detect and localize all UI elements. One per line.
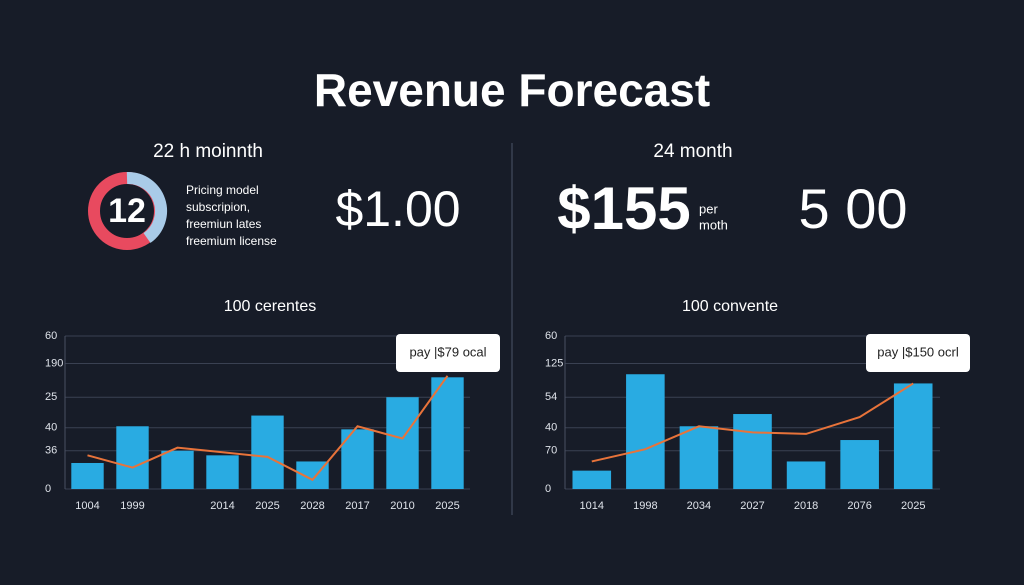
x-tick-label: 2076 — [847, 500, 871, 512]
bar — [206, 455, 239, 489]
y-tick-label: 40 — [45, 422, 57, 434]
bar — [116, 426, 149, 489]
bar — [386, 397, 419, 489]
y-tick-label: 60 — [45, 330, 57, 342]
note: subscripion, — [186, 200, 250, 214]
x-tick-label: 2017 — [345, 500, 369, 512]
y-tick-label: 0 — [545, 483, 551, 495]
bar — [572, 470, 612, 489]
callout-box — [866, 334, 970, 372]
y-tick-label: 40 — [545, 422, 557, 434]
line — [591, 382, 914, 463]
bar — [71, 462, 104, 489]
bar — [733, 414, 772, 489]
panel-label: 24 month — [653, 141, 732, 162]
x-tick-label: 2025 — [435, 500, 459, 512]
note: Pricing model — [186, 183, 259, 197]
y-tick-label: 54 — [545, 391, 557, 403]
bar — [786, 461, 826, 489]
x-tick-label: 2018 — [794, 500, 818, 512]
y-tick-label: 25 — [45, 391, 57, 403]
x-tick-label: 1999 — [120, 500, 144, 512]
x-tick-label: 2034 — [687, 500, 711, 512]
y-tick-label: 70 — [545, 445, 557, 457]
callout-box — [396, 334, 500, 372]
note: freemium license — [186, 234, 277, 248]
bar — [626, 374, 665, 489]
y-tick-label: 190 — [45, 357, 63, 369]
chart-subtitle: 100 convente — [682, 298, 778, 315]
y-tick-label: 60 — [545, 330, 557, 342]
unit: per — [699, 201, 718, 216]
y-tick-label: 36 — [45, 445, 57, 457]
callout-text: pay |$79 ocal — [409, 344, 486, 359]
bar — [840, 440, 879, 489]
x-tick-label: 1998 — [633, 500, 657, 512]
x-tick-label: 2025 — [901, 500, 925, 512]
y-tick-label: 0 — [45, 483, 51, 495]
x-tick-label: 2014 — [210, 500, 234, 512]
donut-label: 12 — [108, 192, 146, 230]
bar — [161, 450, 194, 489]
amount: $155 — [557, 175, 690, 242]
callout-text: pay |$150 ocrl — [877, 344, 959, 359]
x-tick-label: 1004 — [75, 500, 99, 512]
x-tick-label: 1014 — [580, 500, 604, 512]
bar — [431, 377, 464, 489]
bar — [893, 383, 933, 489]
x-tick-label: 2010 — [390, 500, 414, 512]
title: Revenue Forecast — [314, 64, 710, 116]
panel-label: 22 h moinnth — [153, 141, 263, 162]
bar — [679, 426, 719, 489]
x-tick-label: 2028 — [300, 500, 324, 512]
chart-subtitle: 100 cerentes — [224, 298, 317, 315]
bar — [251, 415, 284, 489]
amount: $1.00 — [335, 181, 460, 237]
figure: 5 00 — [799, 177, 908, 240]
x-tick-label: 2025 — [255, 500, 279, 512]
y-tick-label: 125 — [545, 357, 563, 369]
line — [87, 375, 449, 482]
unit: moth — [699, 217, 728, 232]
donut-arc — [126, 172, 168, 243]
x-tick-label: 2027 — [740, 500, 764, 512]
note: freemiun lates — [186, 217, 261, 231]
